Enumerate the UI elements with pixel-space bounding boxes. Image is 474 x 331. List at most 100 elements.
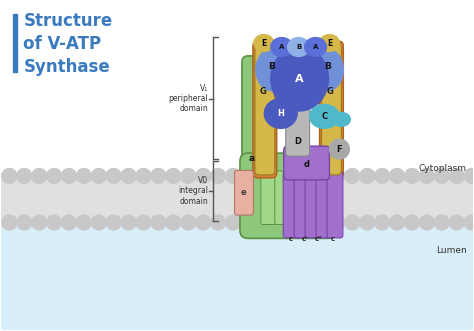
Circle shape — [404, 168, 419, 183]
Circle shape — [285, 168, 300, 183]
FancyBboxPatch shape — [316, 171, 332, 238]
FancyBboxPatch shape — [305, 171, 321, 238]
Circle shape — [329, 139, 349, 159]
Ellipse shape — [319, 35, 339, 51]
Circle shape — [270, 215, 285, 230]
Circle shape — [315, 215, 330, 230]
Circle shape — [374, 215, 390, 230]
Text: A: A — [295, 74, 304, 84]
Ellipse shape — [256, 49, 288, 91]
Circle shape — [17, 215, 32, 230]
Text: G: G — [327, 87, 334, 96]
Text: Lumen: Lumen — [436, 246, 466, 255]
Circle shape — [121, 168, 136, 183]
Text: A: A — [313, 44, 318, 50]
Circle shape — [374, 168, 390, 183]
Circle shape — [345, 168, 360, 183]
FancyBboxPatch shape — [321, 42, 341, 175]
FancyBboxPatch shape — [261, 171, 276, 224]
Circle shape — [136, 215, 151, 230]
Circle shape — [464, 168, 474, 183]
Circle shape — [17, 168, 32, 183]
Text: d: d — [303, 160, 310, 168]
Text: B: B — [268, 62, 275, 71]
Text: B: B — [324, 62, 331, 71]
FancyBboxPatch shape — [242, 56, 276, 207]
FancyBboxPatch shape — [240, 153, 336, 238]
Circle shape — [136, 168, 151, 183]
Circle shape — [434, 168, 449, 183]
Bar — [1, 222, 473, 330]
Circle shape — [62, 168, 76, 183]
Circle shape — [449, 168, 464, 183]
Circle shape — [300, 168, 315, 183]
Text: c: c — [330, 236, 335, 242]
Bar — [13, 14, 17, 72]
FancyBboxPatch shape — [319, 41, 343, 178]
Circle shape — [32, 215, 46, 230]
Circle shape — [2, 168, 17, 183]
Circle shape — [196, 168, 210, 183]
Circle shape — [360, 215, 374, 230]
Circle shape — [226, 168, 240, 183]
Circle shape — [181, 215, 196, 230]
Ellipse shape — [305, 38, 327, 56]
Circle shape — [404, 215, 419, 230]
Circle shape — [464, 215, 474, 230]
FancyBboxPatch shape — [255, 42, 275, 175]
FancyBboxPatch shape — [283, 171, 299, 238]
FancyBboxPatch shape — [235, 170, 254, 215]
Circle shape — [345, 215, 360, 230]
Circle shape — [285, 215, 300, 230]
Circle shape — [419, 215, 434, 230]
Text: Structure
of V-ATP
Synthase: Structure of V-ATP Synthase — [23, 12, 112, 76]
Text: V₁
peripheral
domain: V₁ peripheral domain — [169, 84, 208, 114]
Circle shape — [226, 215, 240, 230]
Text: H: H — [277, 109, 284, 118]
Bar — [1, 1, 473, 176]
Circle shape — [390, 168, 404, 183]
Bar — [248, 161, 329, 201]
Circle shape — [91, 168, 106, 183]
Text: Cytoplasm: Cytoplasm — [419, 165, 466, 173]
Circle shape — [315, 168, 330, 183]
Text: C: C — [321, 112, 328, 121]
Circle shape — [419, 168, 434, 183]
Circle shape — [181, 168, 196, 183]
Text: E: E — [261, 38, 266, 48]
Circle shape — [390, 215, 404, 230]
Circle shape — [255, 168, 270, 183]
Circle shape — [360, 168, 374, 183]
Ellipse shape — [264, 99, 297, 128]
Circle shape — [330, 168, 345, 183]
Text: B: B — [296, 44, 301, 50]
Circle shape — [32, 168, 46, 183]
Circle shape — [2, 215, 17, 230]
Ellipse shape — [271, 47, 328, 111]
Text: E: E — [327, 38, 332, 48]
Text: D: D — [294, 137, 301, 146]
FancyBboxPatch shape — [284, 146, 329, 180]
Circle shape — [166, 215, 181, 230]
Circle shape — [240, 168, 255, 183]
Text: A: A — [279, 44, 284, 50]
FancyBboxPatch shape — [253, 41, 277, 178]
Text: c': c' — [301, 236, 308, 242]
Circle shape — [62, 215, 76, 230]
Ellipse shape — [254, 35, 274, 51]
Circle shape — [151, 215, 166, 230]
Ellipse shape — [311, 49, 343, 91]
FancyBboxPatch shape — [294, 171, 310, 238]
Circle shape — [76, 168, 91, 183]
Circle shape — [300, 215, 315, 230]
Circle shape — [434, 215, 449, 230]
Circle shape — [210, 168, 226, 183]
Ellipse shape — [332, 113, 350, 126]
Circle shape — [166, 168, 181, 183]
Bar — [1, 173, 473, 225]
Text: G: G — [259, 87, 266, 96]
Circle shape — [76, 215, 91, 230]
Circle shape — [449, 215, 464, 230]
Circle shape — [91, 215, 106, 230]
Circle shape — [121, 215, 136, 230]
